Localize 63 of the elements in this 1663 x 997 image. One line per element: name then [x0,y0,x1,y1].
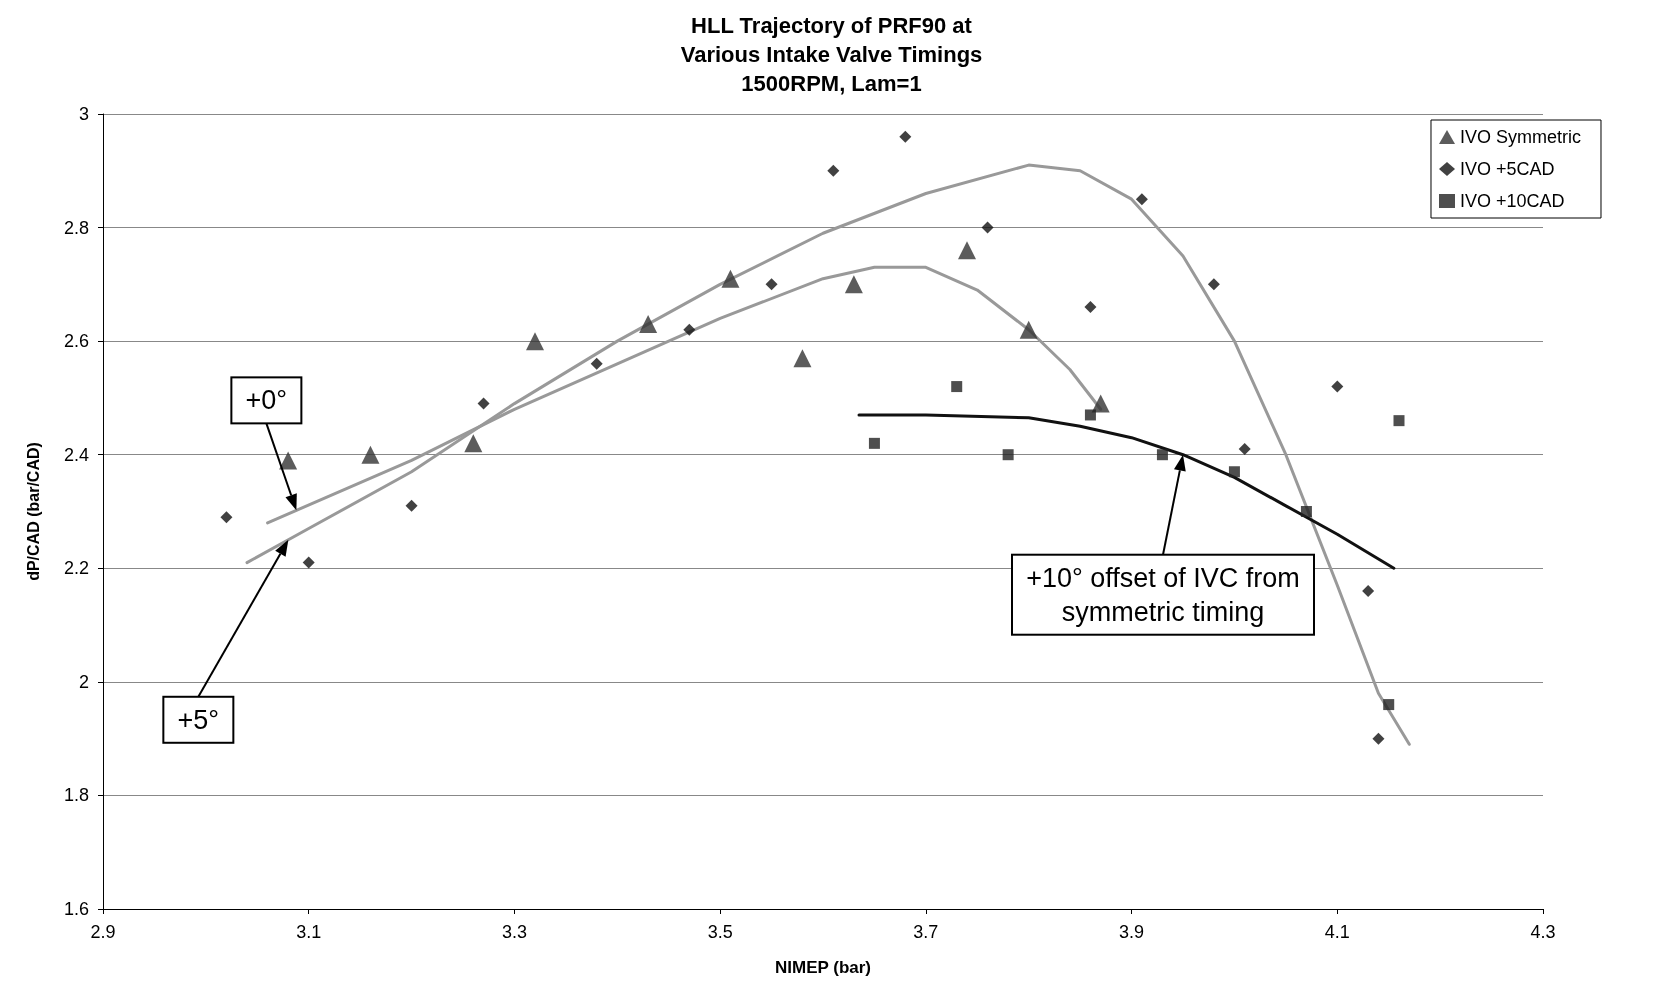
point [1156,449,1168,461]
x-tick-label: 2.9 [90,922,116,942]
annotation: +10° offset of IVC from symmetric timing [1026,562,1300,627]
point [1084,301,1097,314]
x-tick-label: 4.1 [1324,922,1350,942]
point [683,323,696,336]
y-tick-label: 2.8 [63,217,89,238]
point [1084,409,1096,421]
point [1362,585,1375,597]
legend-label: IVO +5CAD [1459,159,1555,179]
point [868,437,880,449]
point [639,315,658,334]
legend-label: IVO +10CAD [1459,191,1565,211]
point [1300,506,1312,517]
y-tick-label: 2.4 [63,444,89,465]
y-tick-label: 2.2 [63,558,89,579]
point [302,556,315,569]
y-tick-label: 2 [78,671,89,692]
point [1331,380,1344,393]
point [844,275,863,294]
point [1207,278,1220,291]
point [1091,394,1110,413]
y-tick-label: 2.6 [63,331,89,352]
x-tick-label: 4.3 [1530,922,1556,942]
point [827,164,840,177]
x-tick-label: 3.7 [913,922,939,942]
point [405,499,418,512]
point [899,130,912,143]
x-tick-label: 3.1 [296,922,322,942]
point [958,241,976,260]
x-tick-label: 3.3 [501,922,527,942]
point [765,278,778,291]
point [793,349,812,368]
annotation: +5° [177,704,220,735]
annotation: +0° [245,385,288,416]
point [721,269,740,288]
point [1019,320,1038,339]
point [1393,415,1405,427]
point [1002,449,1014,461]
point [477,397,490,410]
point [279,451,298,470]
line-series [245,163,1411,746]
x-tick-label: 3.5 [707,922,733,942]
point [1238,443,1251,456]
point [951,381,963,393]
point [220,511,233,524]
x-tick-label: 3.9 [1119,922,1145,942]
legend-label: IVO Symmetric [1459,127,1582,147]
y-axis-title: dP/CAD (bar/CAD) [24,442,42,581]
point [526,332,544,351]
point [1372,732,1385,745]
point [981,221,994,234]
point [1383,699,1395,711]
point [361,445,380,464]
y-tick-label: 1.6 [63,899,89,919]
point [464,434,483,453]
y-tick-label: 3 [78,104,89,124]
point [1135,193,1148,206]
chart-title: HLL Trajectory of PRF90 at Various Intake Valve Timings 1500RPM, Lam=1 [680,13,983,96]
x-axis-title: NIMEP (bar) [774,958,872,977]
y-tick-label: 1.8 [63,785,89,806]
point [1228,466,1240,478]
point [590,357,603,370]
